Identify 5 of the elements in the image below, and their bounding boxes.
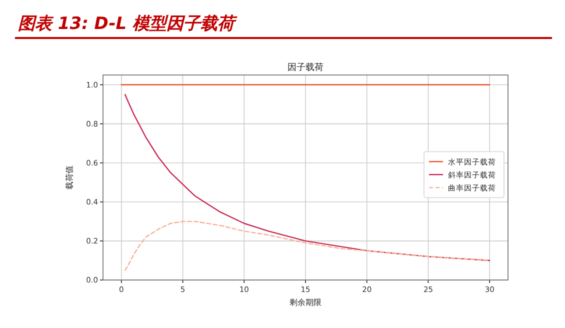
chart-subtitle: 因子载荷	[288, 62, 324, 73]
y-axis-title: 载荷值	[65, 166, 74, 190]
x-axis-title: 剩余期限	[290, 298, 322, 307]
chart-title: 图表 13: D-L 模型因子载荷	[18, 14, 238, 34]
line-series	[124, 220, 490, 271]
